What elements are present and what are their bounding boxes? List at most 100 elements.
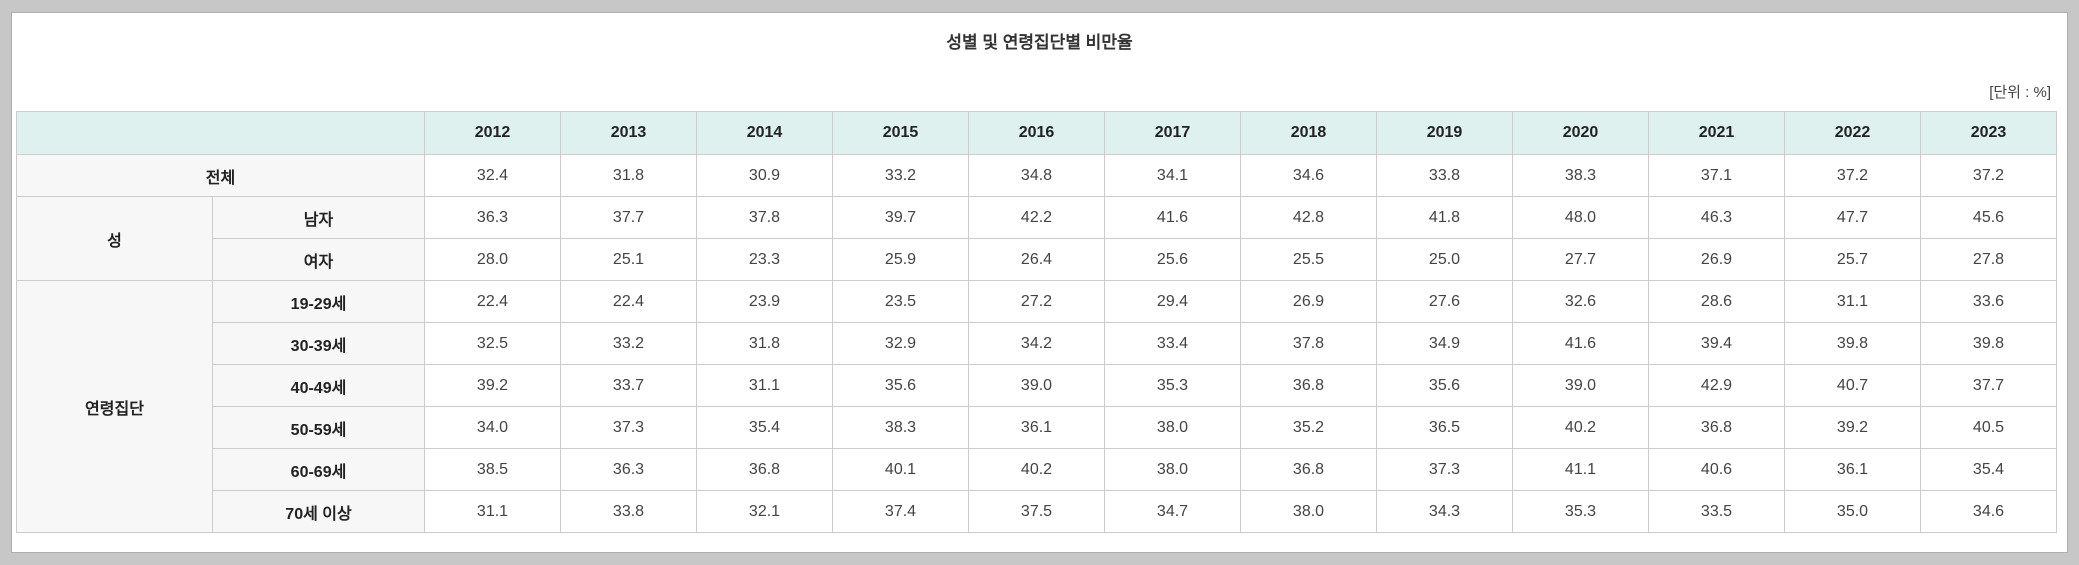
data-cell: 35.6 (1376, 364, 1513, 407)
row-label: 50-59세 (212, 406, 425, 449)
data-cell: 27.6 (1376, 280, 1513, 323)
data-cell: 23.9 (696, 280, 833, 323)
data-cell: 34.2 (968, 322, 1105, 365)
table-row: 여자 28.0 25.1 23.3 25.9 26.4 25.6 25.5 25.0 27.7 26… (17, 238, 2057, 281)
data-cell: 37.2 (1784, 154, 1921, 197)
data-cell: 39.7 (832, 196, 969, 239)
data-cell: 36.5 (1376, 406, 1513, 449)
year-column-header: 2017 (1104, 111, 1241, 155)
data-cell: 37.7 (560, 196, 697, 239)
data-cell: 29.4 (1104, 280, 1241, 323)
data-cell: 25.5 (1240, 238, 1377, 281)
data-cell: 27.7 (1512, 238, 1649, 281)
data-cell: 40.7 (1784, 364, 1921, 407)
year-column-header: 2015 (832, 111, 969, 155)
unit-label: [단위 : %] (1989, 84, 2051, 101)
page-title: 성별 및 연령집단별 비만율 (946, 33, 1133, 52)
data-cell: 25.0 (1376, 238, 1513, 281)
data-cell: 37.4 (832, 490, 969, 533)
data-cell: 33.6 (1920, 280, 2057, 323)
data-cell: 36.8 (1648, 406, 1785, 449)
data-cell: 40.5 (1920, 406, 2057, 449)
data-cell: 37.5 (968, 490, 1105, 533)
data-cell: 35.4 (696, 406, 833, 449)
data-cell: 41.1 (1512, 448, 1649, 491)
data-cell: 28.6 (1648, 280, 1785, 323)
table-header: 2012 2013 2014 2015 2016 2017 2018 2019 2020 2021… (16, 111, 2057, 155)
data-cell: 35.2 (1240, 406, 1377, 449)
data-cell: 40.1 (832, 448, 969, 491)
data-cell: 34.0 (424, 406, 561, 449)
table-row: 전체 32.4 31.8 30.9 33.2 34.8 34.1 34.6 33.8 38.3 37… (16, 154, 2057, 197)
data-cell: 39.0 (1512, 364, 1649, 407)
data-cell: 39.8 (1784, 322, 1921, 365)
table-row: 연령집단 19-29세 22.4 22.4 23.9 23.5 27.2 29.4 26.9 27… (16, 280, 2057, 533)
data-cell: 36.8 (1240, 364, 1377, 407)
data-cell: 35.0 (1784, 490, 1921, 533)
data-cell: 36.8 (696, 448, 833, 491)
data-cell: 32.5 (424, 322, 561, 365)
data-cell: 41.8 (1376, 196, 1513, 239)
year-column-header: 2013 (560, 111, 697, 155)
data-cell: 42.8 (1240, 196, 1377, 239)
data-cell: 26.4 (968, 238, 1105, 281)
data-cell: 25.1 (560, 238, 697, 281)
data-cell: 41.6 (1104, 196, 1241, 239)
content-card: 성별 및 연령집단별 비만율 [단위 : %] 2012 2013 2014 2015… (11, 12, 2068, 553)
data-cell: 37.8 (696, 196, 833, 239)
data-cell: 31.1 (696, 364, 833, 407)
corner-cell (16, 111, 425, 155)
data-cell: 25.7 (1784, 238, 1921, 281)
data-cell: 30.9 (696, 154, 833, 197)
table-header-row: 2012 2013 2014 2015 2016 2017 2018 2019 2020 2021… (16, 111, 2057, 155)
data-cell: 42.9 (1648, 364, 1785, 407)
row-label: 19-29세 (212, 280, 425, 323)
data-cell: 35.4 (1920, 448, 2057, 491)
statistics-table: 2012 2013 2014 2015 2016 2017 2018 2019 2020 2021… (16, 111, 2057, 533)
data-cell: 39.2 (1784, 406, 1921, 449)
data-cell: 22.4 (560, 280, 697, 323)
data-cell: 37.8 (1240, 322, 1377, 365)
data-cell: 33.7 (560, 364, 697, 407)
data-cell: 39.8 (1920, 322, 2057, 365)
data-cell: 31.8 (696, 322, 833, 365)
row-label: 60-69세 (212, 448, 425, 491)
table-row: 60-69세 38.5 36.3 36.8 40.1 40.2 38.0 36.8 37.3 41… (17, 448, 2057, 491)
year-column-header: 2018 (1240, 111, 1377, 155)
data-cell: 26.9 (1240, 280, 1377, 323)
data-cell: 25.6 (1104, 238, 1241, 281)
data-cell: 34.6 (1240, 154, 1377, 197)
data-cell: 23.3 (696, 238, 833, 281)
data-cell: 23.5 (832, 280, 969, 323)
year-column-header: 2020 (1512, 111, 1649, 155)
data-cell: 38.3 (1512, 154, 1649, 197)
data-cell: 47.7 (1784, 196, 1921, 239)
year-column-header: 2016 (968, 111, 1105, 155)
data-cell: 27.2 (968, 280, 1105, 323)
data-cell: 32.4 (424, 154, 561, 197)
data-cell: 32.9 (832, 322, 969, 365)
data-cell: 25.9 (832, 238, 969, 281)
data-cell: 41.6 (1512, 322, 1649, 365)
row-group-label: 연령집단 (16, 280, 213, 533)
year-column-header: 2023 (1920, 111, 2057, 155)
data-cell: 34.7 (1104, 490, 1241, 533)
row-label: 전체 (16, 154, 425, 197)
table-row: 70세 이상 31.1 33.8 32.1 37.4 37.5 34.7 38.0 34.3 35… (17, 490, 2057, 533)
data-cell: 33.4 (1104, 322, 1241, 365)
data-cell: 34.8 (968, 154, 1105, 197)
data-cell: 27.8 (1920, 238, 2057, 281)
data-cell: 36.8 (1240, 448, 1377, 491)
data-cell: 42.2 (968, 196, 1105, 239)
data-cell: 46.3 (1648, 196, 1785, 239)
data-cell: 34.3 (1376, 490, 1513, 533)
data-cell: 33.5 (1648, 490, 1785, 533)
data-cell: 39.2 (424, 364, 561, 407)
table-row: 40-49세 39.2 33.7 31.1 35.6 39.0 35.3 36.8 35.6 39… (17, 364, 2057, 407)
data-cell: 38.3 (832, 406, 969, 449)
data-cell: 36.1 (968, 406, 1105, 449)
data-cell: 37.3 (1376, 448, 1513, 491)
data-cell: 39.4 (1648, 322, 1785, 365)
data-cell: 32.6 (1512, 280, 1649, 323)
